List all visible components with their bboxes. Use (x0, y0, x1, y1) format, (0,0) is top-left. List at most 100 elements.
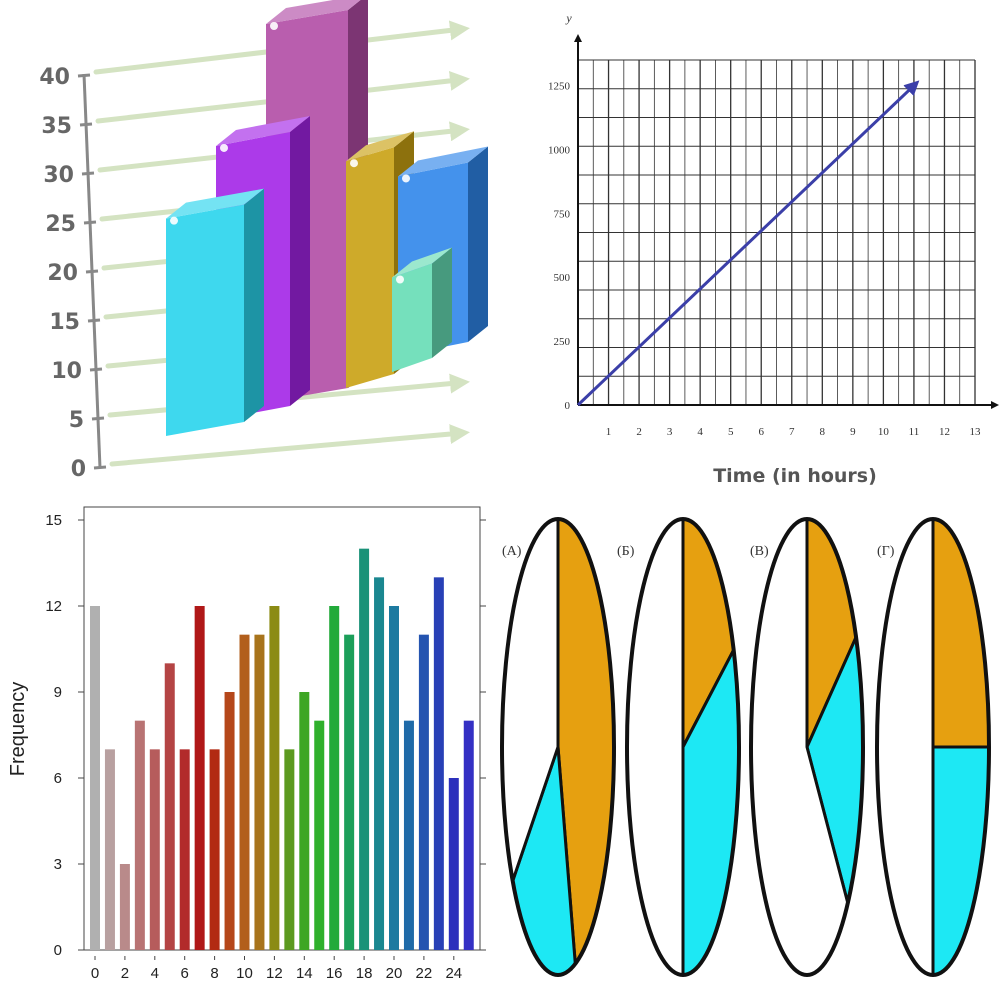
x-tick-label: 9 (850, 426, 856, 438)
bar3d-chart: 0 5 10 15 20 25 30 35 40 (39, 0, 488, 482)
y-tick-label: 750 (554, 208, 571, 220)
histogram-bar (314, 720, 325, 950)
pie: (Б) (617, 517, 741, 977)
x-tick-label: 5 (728, 426, 734, 438)
y-tick-mark (77, 73, 91, 78)
histogram-bar (224, 692, 235, 950)
y-tick-mark (91, 416, 105, 421)
y-tick-label: 25 (45, 212, 76, 237)
histogram-bar (359, 548, 370, 950)
x-tick-label: 6 (758, 426, 764, 438)
y-tick-mark (89, 367, 103, 372)
histogram-bar (329, 606, 340, 950)
x-tick-label: 1 (606, 426, 612, 438)
y-axis-label: Frequency (7, 682, 29, 777)
bar-side (432, 247, 452, 358)
histogram-bar (164, 663, 175, 950)
y-tick-label: 20 (47, 261, 78, 286)
y-tick-label: 15 (49, 310, 80, 335)
bar-top (266, 0, 361, 24)
pie-outline (749, 517, 865, 977)
pie-outline (875, 517, 991, 977)
histogram-bar (389, 606, 399, 950)
y-tick-label: 15 (45, 512, 62, 529)
line-panel: 1 2 3 4 5 6 7 8 9 10 11 12 13 0 250 500 750 1000 1250 Time… (495, 0, 1000, 495)
y-axis-label: y (565, 11, 572, 25)
x-tick-label: 18 (356, 965, 373, 982)
bar-top (216, 115, 310, 146)
y-tick-label: 0 (565, 400, 571, 412)
bar-side (290, 115, 310, 406)
y-tick-label: 10 (51, 359, 82, 384)
x-tick-label: 12 (266, 965, 283, 982)
y-tick-label: 1250 (548, 81, 571, 93)
x-axis-label: Time (in hours) (713, 465, 877, 487)
grid-arrow-line (109, 424, 470, 467)
histogram-bar (418, 634, 429, 950)
x-tick-label: 14 (296, 965, 313, 982)
bar3d-panel: 0 5 10 15 20 25 30 35 40 (0, 0, 490, 495)
y-tick-label: 250 (554, 336, 571, 348)
bar-top (166, 188, 264, 219)
y-tick-label: 40 (39, 65, 70, 90)
x-tick-label: 8 (210, 965, 218, 982)
histogram-bar (344, 634, 355, 950)
histogram-bar (299, 692, 310, 950)
histogram-bar (269, 606, 280, 950)
x-tick-label: 11 (909, 426, 920, 438)
x-tick-label: 24 (445, 965, 462, 982)
x-tick-label: 22 (416, 965, 433, 982)
pie-outline (500, 517, 616, 977)
bar-highlight (350, 159, 358, 168)
x-tick-label: 20 (386, 965, 403, 982)
histogram-bar (239, 634, 250, 950)
series-line (576, 80, 920, 407)
bar-side (468, 146, 488, 342)
histogram-bar (448, 778, 459, 950)
pie-charts: (A) (Б) (В) (Г) (500, 517, 991, 977)
y-tick-label: 9 (54, 684, 62, 701)
bar-highlight (396, 275, 404, 284)
y-tick-mark (85, 269, 99, 274)
y-tick-label: 0 (54, 942, 62, 959)
pie-label: (Г) (877, 544, 895, 559)
x-tick-label: 10 (878, 426, 890, 438)
x-tick-label: 6 (181, 965, 189, 982)
y-tick-label: 3 (54, 856, 62, 873)
histogram-bar (374, 577, 385, 950)
histogram-bar (149, 749, 160, 950)
x-tick-label: 8 (820, 426, 826, 438)
y-tick-label: 12 (45, 598, 62, 615)
histogram-bar (254, 634, 265, 950)
bar-highlight (270, 22, 278, 30)
y-tick-label: 1000 (548, 144, 571, 156)
x-tick-label: 13 (970, 426, 982, 438)
bar-top (346, 131, 414, 162)
pie-label: (Б) (617, 544, 635, 559)
histogram-bar (90, 606, 100, 950)
x-tick-label: 4 (697, 426, 703, 438)
y-tick-label: 0 (71, 457, 86, 482)
histogram-bar (284, 749, 295, 950)
histogram-bar (134, 720, 145, 950)
y-tick-mark (87, 318, 101, 323)
bar-top (398, 146, 488, 177)
pie-label: (A) (502, 544, 522, 559)
histogram-bar (209, 749, 220, 950)
y-tick-mark (81, 171, 95, 176)
x-tick-label: 7 (789, 426, 795, 438)
pie: (A) (500, 517, 616, 977)
y-tick-label: 30 (43, 163, 74, 188)
bar-highlight (170, 216, 178, 225)
bar-highlight (402, 174, 410, 183)
y-tick-label: 6 (54, 770, 62, 787)
y-tick-mark (93, 465, 107, 470)
x-tick-label: 10 (236, 965, 253, 982)
bar-front (166, 204, 244, 436)
histogram-bar (179, 749, 190, 950)
bar-side (244, 188, 264, 422)
y-tick-label: 5 (69, 408, 84, 433)
histogram-bar (119, 864, 130, 950)
